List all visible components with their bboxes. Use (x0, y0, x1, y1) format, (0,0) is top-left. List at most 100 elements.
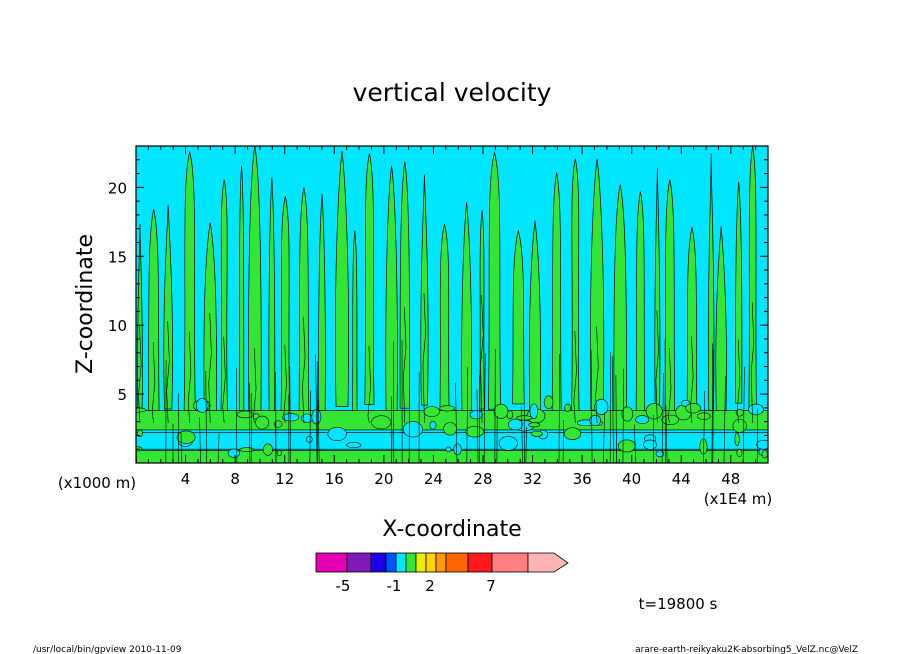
field-column (147, 208, 160, 413)
colorbar-swatch (385, 552, 397, 573)
field-blob (617, 439, 636, 453)
field-blob (685, 402, 701, 414)
colorbar-swatch (415, 552, 427, 573)
contour-line (602, 412, 605, 463)
field-column (512, 230, 525, 405)
colorbar (315, 552, 569, 573)
y-tick-label: 20 (108, 179, 127, 197)
contour-line (253, 348, 257, 424)
contour-line (315, 354, 318, 463)
colorbar-tick-label: 7 (486, 577, 496, 595)
field-blob (282, 413, 300, 422)
contour-line (289, 366, 291, 463)
field-column (399, 161, 410, 409)
field-column (664, 179, 676, 422)
field-column (248, 146, 262, 417)
field-blob (543, 395, 554, 410)
field-blob (445, 446, 452, 453)
x-tick-label: 28 (473, 470, 492, 488)
contour-line (199, 417, 201, 463)
contour-line (712, 349, 714, 463)
contour-line (595, 326, 599, 424)
field-column (298, 187, 310, 414)
x-axis-label: X-coordinate (382, 517, 521, 542)
field-column (635, 191, 646, 414)
x-axis-tick-labels: 4 8 12 16 20 24 28 32 36 40 44 48 (181, 470, 741, 488)
contour-line (317, 399, 320, 463)
field-blob (734, 432, 740, 446)
x-tick-label: 4 (181, 470, 191, 488)
y-tick-label: 15 (108, 248, 127, 266)
time-label: t=19800 s (639, 595, 718, 613)
field-column (352, 230, 358, 419)
field-column (420, 174, 429, 406)
x-tick-label: 48 (721, 470, 740, 488)
contour-line (205, 371, 207, 463)
x-unit-label: (x1E4 m) (704, 490, 773, 508)
contour-line (558, 354, 560, 463)
colorbar-swatch (346, 552, 372, 573)
field-blob (635, 415, 650, 425)
x-tick-label: 36 (573, 470, 592, 488)
field-columns (137, 146, 757, 424)
contour-line (723, 375, 726, 463)
field-blob (346, 442, 362, 449)
footer-right: arare-earth-reikyaku2K-absorbing5_VelZ.n… (635, 645, 858, 654)
field-blob (371, 415, 392, 430)
contour-line (573, 330, 577, 424)
field-blob (402, 421, 423, 438)
field-blob (423, 406, 440, 417)
colorbar-swatch (491, 552, 529, 573)
contour-line (520, 406, 524, 463)
contour-line (422, 293, 426, 424)
x-tick-label: 44 (672, 470, 691, 488)
field-column (364, 153, 375, 405)
contour-line (476, 389, 479, 463)
contour-line (283, 344, 287, 424)
colorbar-swatch (467, 552, 493, 573)
colorbar-swatch (435, 552, 447, 573)
contour-line (633, 424, 637, 463)
plot-frame (135, 145, 769, 464)
contour-line (590, 349, 593, 463)
chart-title: vertical velocity (353, 78, 552, 107)
contour-line (661, 372, 664, 463)
field-blob (465, 426, 484, 438)
field-column (183, 150, 196, 414)
colorbar-tick-label: -5 (336, 577, 351, 595)
colorbar-swatch (425, 552, 437, 573)
field-blob (621, 406, 634, 422)
field-blob (736, 449, 743, 457)
colorbar-swatch (395, 552, 407, 573)
field-blob (645, 403, 663, 420)
field-column (280, 196, 291, 419)
contour-line (483, 353, 486, 463)
field-column (613, 184, 627, 420)
colorbar-tick-label: 2 (425, 577, 435, 595)
field-blob (661, 414, 680, 425)
contour-line (750, 302, 755, 424)
field-blob (761, 449, 768, 459)
field-column (385, 165, 398, 424)
x-tick-label: 32 (523, 470, 542, 488)
field-column (163, 204, 173, 410)
contour-line (525, 426, 527, 463)
contour-line (742, 366, 745, 463)
contour-line (703, 390, 706, 463)
contour-line (367, 346, 371, 424)
colorbar-tick-label: -1 (387, 577, 402, 595)
field-column (590, 158, 605, 411)
field-blob (453, 443, 462, 456)
field-blob (655, 450, 664, 458)
field-blob (301, 413, 313, 423)
field-blob (748, 403, 764, 416)
contour-line (248, 382, 251, 463)
field-column (686, 227, 698, 423)
field-column (715, 226, 727, 420)
field-column (137, 223, 143, 418)
plot-area (135, 145, 769, 464)
field-blob (756, 439, 768, 450)
contour-line (187, 331, 192, 424)
field-column (335, 150, 349, 407)
